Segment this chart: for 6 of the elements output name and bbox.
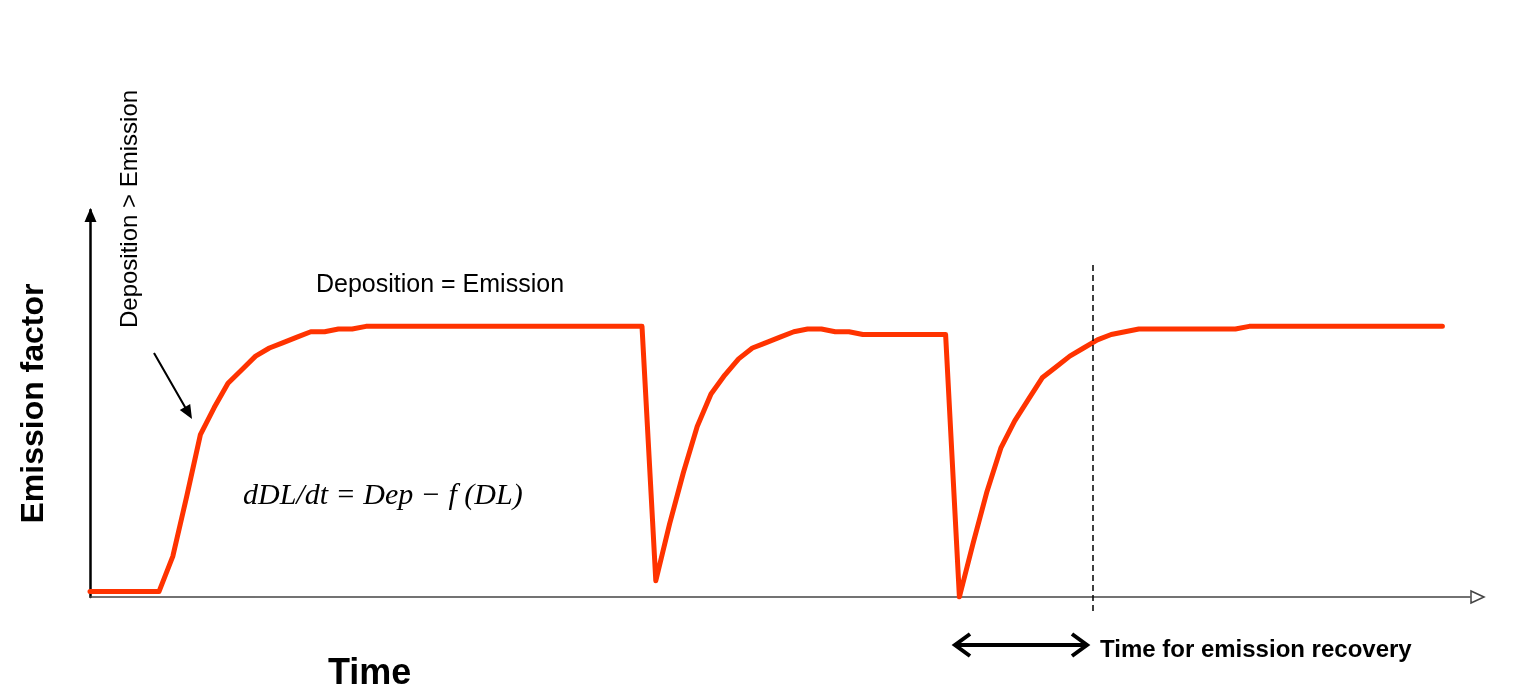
annotation: dDL/dt = Dep − f (DL) (243, 476, 523, 511)
text: Deposition = Emission (316, 268, 565, 297)
y-axis-title: Emission factor (14, 283, 50, 524)
x-axis-title: Time (328, 650, 412, 692)
text: Time for emission recovery (1100, 634, 1413, 662)
annotation: Deposition > Emission (114, 89, 142, 328)
